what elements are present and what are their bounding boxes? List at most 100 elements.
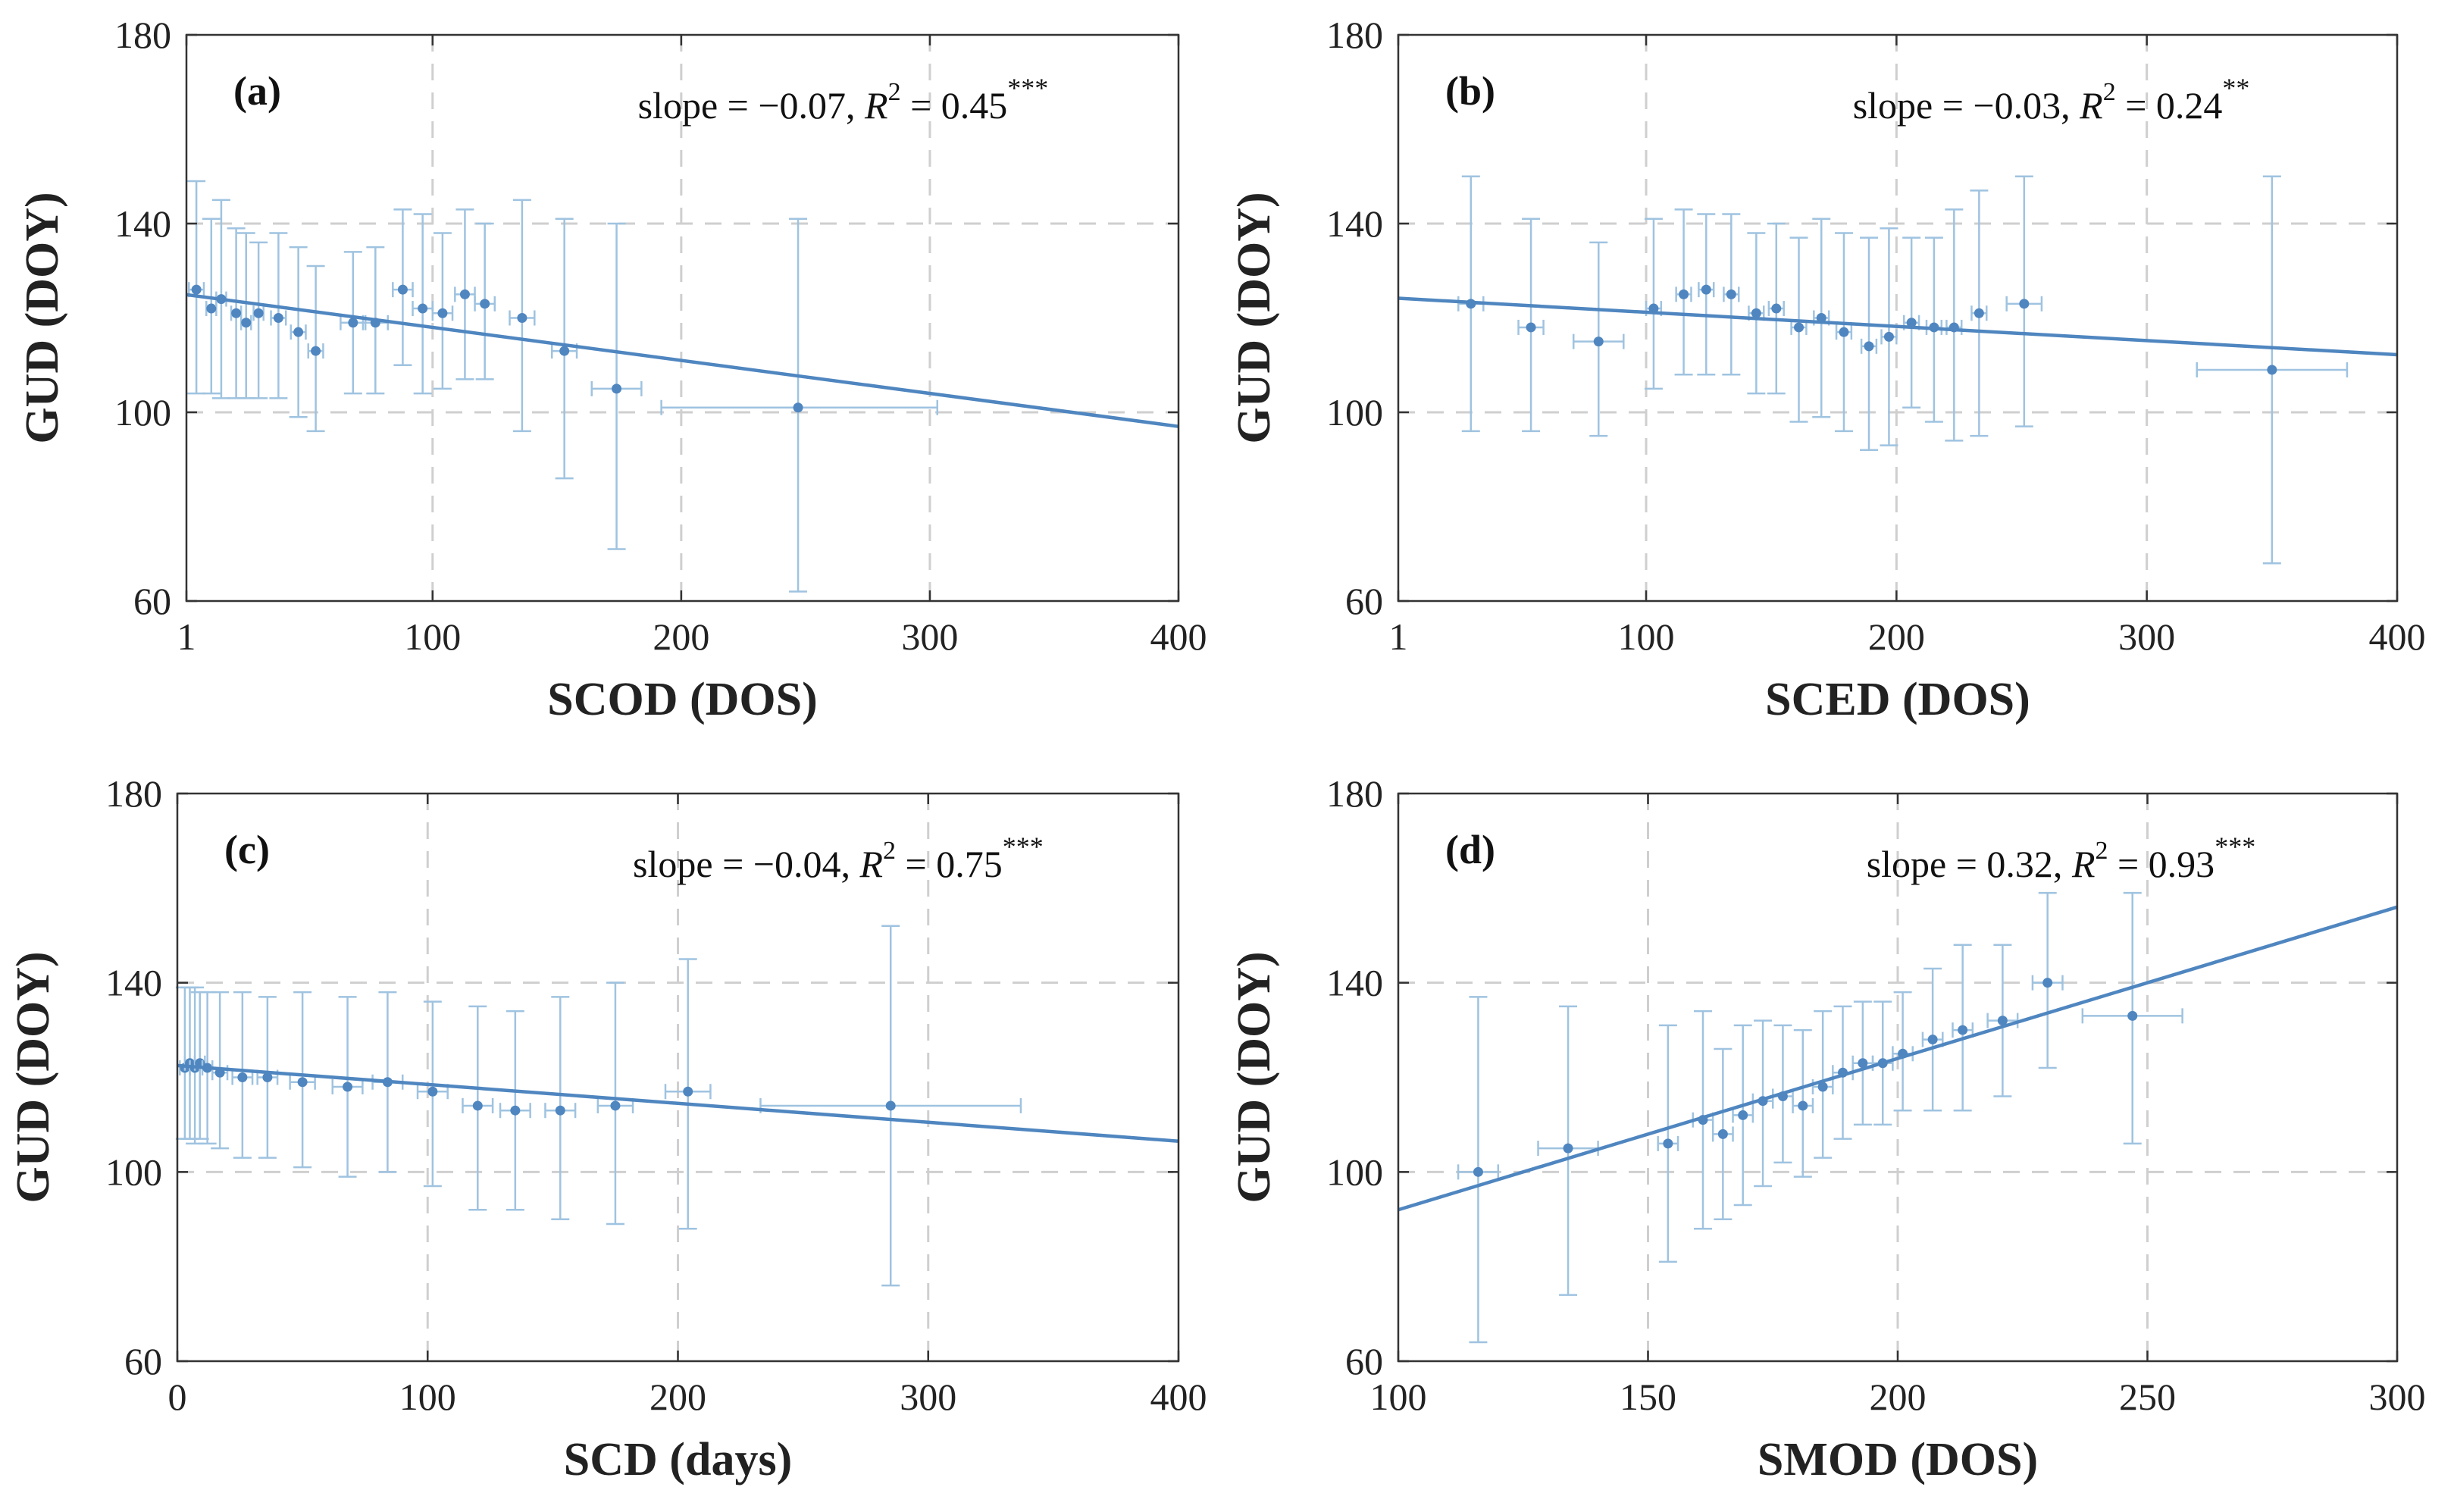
regression-stats: slope = −0.07, R2 = 0.45*** (638, 73, 1049, 127)
x-tick-label: 100 (1618, 615, 1675, 658)
data-point (555, 1105, 565, 1116)
y-tick-label: 180 (114, 14, 171, 56)
data-point (1738, 1110, 1748, 1120)
stat-r-value: = 0.93 (2108, 843, 2215, 885)
regression-stats: slope = −0.03, R2 = 0.24** (1853, 73, 2250, 127)
y-axis-label: GUD (DOY) (1229, 192, 1280, 443)
stat-r-exponent: 2 (883, 837, 896, 865)
stat-r-value: = 0.75 (896, 843, 1003, 885)
data-point (885, 1100, 896, 1111)
y-tick-label: 60 (1345, 1340, 1383, 1382)
panel-label: (c) (224, 827, 270, 872)
data-point (1726, 289, 1736, 299)
y-tick-label: 60 (133, 580, 171, 622)
data-point (559, 346, 570, 356)
data-point (1906, 318, 1917, 328)
y-axis-label: GUD (DOY) (8, 951, 59, 1203)
stat-r-exponent: 2 (2103, 78, 2116, 106)
data-point (1563, 1143, 1573, 1154)
data-point (237, 1072, 248, 1082)
data-point (348, 318, 358, 328)
data-point (437, 308, 448, 318)
regression-stats: slope = −0.04, R2 = 0.75*** (633, 831, 1044, 885)
stat-slope: slope = −0.04, (633, 843, 859, 885)
data-point (2042, 978, 2053, 988)
data-point (1794, 322, 1805, 333)
data-point (311, 346, 321, 356)
data-point (262, 1072, 273, 1082)
data-point (472, 1100, 483, 1111)
y-tick-label: 100 (105, 1150, 162, 1193)
stat-r-value: = 0.45 (901, 84, 1008, 127)
data-point (1473, 1166, 1483, 1177)
data-point (1771, 303, 1782, 314)
y-tick-label: 180 (1326, 772, 1383, 815)
data-point (1593, 337, 1604, 347)
x-tick-label: 400 (1150, 615, 1207, 658)
y-tick-label: 140 (105, 962, 162, 1004)
data-point (1717, 1129, 1728, 1139)
stat-significance: ** (2222, 73, 2249, 103)
y-tick-label: 100 (1326, 391, 1383, 434)
y-tick-label: 60 (1345, 580, 1383, 622)
stat-significance: *** (1003, 831, 1044, 862)
data-point (418, 303, 428, 314)
regression-line (1398, 905, 2398, 1212)
x-tick-label: 250 (2119, 1376, 2176, 1418)
x-tick-label: 100 (404, 615, 461, 658)
stat-significance: *** (2215, 831, 2255, 862)
stat-r-symbol: R (2071, 843, 2096, 885)
panel-c: 0 100 200 300 400 60 100 140 180 SCD (days) GUD (D… (8, 772, 1207, 1485)
plot-frame (185, 33, 1180, 603)
stat-r-symbol: R (864, 84, 888, 127)
data-point (459, 289, 470, 299)
data-point (1679, 289, 1689, 299)
data-point (1798, 1100, 1808, 1111)
x-tick-label: 1 (177, 615, 196, 658)
data-point (343, 1082, 353, 1092)
data-point (253, 308, 264, 318)
regression-line (1398, 296, 2398, 357)
data-point (793, 402, 803, 413)
x-tick-label: 300 (901, 615, 958, 658)
x-tick-label: 400 (2369, 615, 2426, 658)
y-tick-label: 100 (114, 391, 171, 434)
stat-r-exponent: 2 (2095, 837, 2108, 865)
data-point (1864, 341, 1874, 352)
data-point (297, 1077, 308, 1088)
data-point (191, 284, 202, 295)
stat-slope: slope = −0.07, (638, 84, 865, 127)
stat-r-symbol: R (2079, 84, 2103, 127)
x-axis-label: SMOD (DOS) (1758, 1434, 2038, 1485)
data-point (517, 313, 527, 323)
x-tick-label: 1 (1389, 615, 1408, 658)
y-axis-label: GUD (DOY) (1229, 951, 1280, 1203)
data-point (231, 308, 242, 318)
stat-slope: slope = −0.03, (1853, 84, 2080, 127)
y-tick-label: 180 (105, 772, 162, 815)
x-tick-label: 300 (900, 1376, 956, 1418)
x-tick-label: 300 (2369, 1376, 2426, 1418)
stat-r-value: = 0.24 (2116, 84, 2223, 127)
data-point (1858, 1058, 1868, 1069)
data-point (610, 1100, 621, 1111)
data-point (480, 299, 490, 309)
data-point (683, 1086, 693, 1097)
data-point (1701, 284, 1711, 295)
data-point (1663, 1138, 1673, 1149)
x-tick-label: 400 (1150, 1376, 1207, 1418)
x-tick-label: 200 (1870, 1376, 1927, 1418)
regression-line (177, 1063, 1179, 1144)
y-tick-label: 140 (1326, 962, 1383, 1004)
x-tick-label: 0 (168, 1376, 187, 1418)
y-axis-label: GUD (DOY) (17, 192, 68, 443)
regression-line (186, 293, 1179, 428)
x-axis-label: SCOD (DOS) (547, 674, 818, 725)
data-point (206, 303, 217, 314)
y-tick-label: 100 (1326, 1150, 1383, 1193)
data-point (1958, 1025, 1968, 1035)
data-point (1883, 331, 1894, 342)
data-point (1839, 327, 1849, 337)
data-point (273, 313, 283, 323)
